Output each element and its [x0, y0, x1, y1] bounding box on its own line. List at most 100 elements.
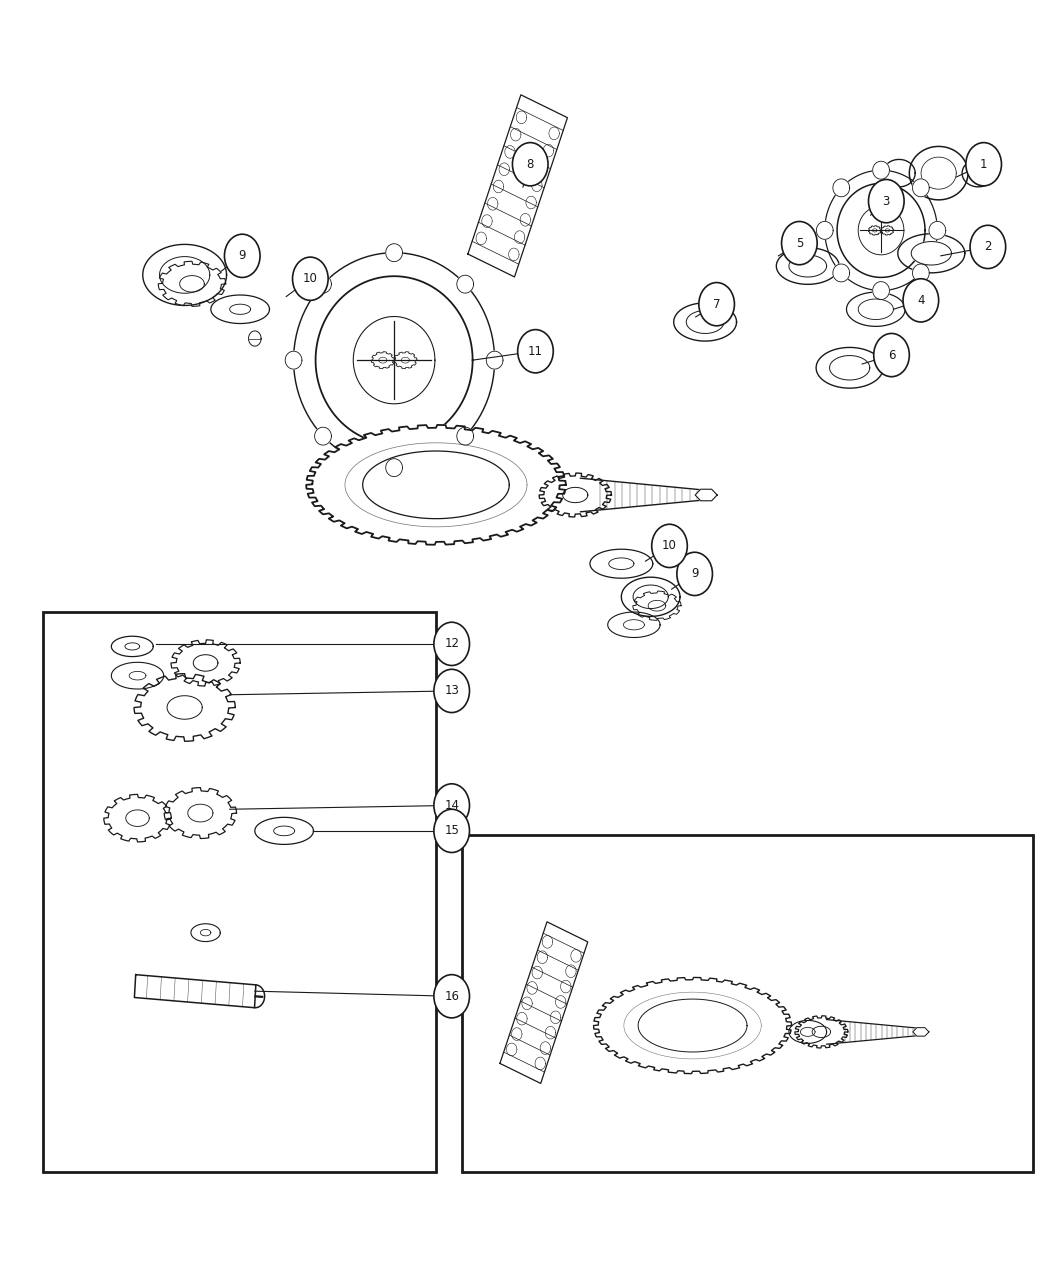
Polygon shape — [486, 351, 503, 368]
Polygon shape — [159, 261, 226, 306]
Text: 5: 5 — [796, 237, 803, 250]
Polygon shape — [837, 184, 925, 278]
Polygon shape — [909, 147, 968, 200]
Polygon shape — [315, 427, 332, 445]
Polygon shape — [590, 550, 653, 579]
Text: 8: 8 — [526, 158, 533, 171]
Circle shape — [970, 226, 1006, 269]
Circle shape — [677, 552, 713, 595]
Polygon shape — [795, 1016, 847, 1048]
Polygon shape — [622, 578, 680, 616]
Polygon shape — [912, 264, 929, 282]
Polygon shape — [873, 161, 889, 180]
Polygon shape — [833, 179, 849, 196]
Polygon shape — [307, 425, 566, 544]
Polygon shape — [164, 788, 236, 839]
Text: 2: 2 — [984, 241, 991, 254]
Polygon shape — [833, 264, 849, 282]
Text: 10: 10 — [302, 273, 318, 286]
Polygon shape — [816, 347, 883, 388]
Polygon shape — [911, 241, 951, 265]
Bar — [43, 612, 436, 1172]
Circle shape — [434, 810, 469, 853]
Polygon shape — [362, 451, 509, 519]
Polygon shape — [249, 332, 261, 346]
Polygon shape — [873, 228, 877, 232]
Polygon shape — [379, 357, 386, 363]
Polygon shape — [539, 473, 611, 516]
Polygon shape — [129, 672, 146, 680]
Polygon shape — [912, 179, 929, 196]
Polygon shape — [638, 1000, 747, 1052]
Text: 13: 13 — [444, 685, 459, 697]
Polygon shape — [385, 244, 402, 261]
Polygon shape — [143, 245, 227, 306]
Polygon shape — [881, 226, 894, 235]
Polygon shape — [812, 1026, 831, 1038]
Bar — [462, 835, 1033, 1172]
Polygon shape — [858, 300, 894, 320]
Polygon shape — [868, 226, 881, 235]
Polygon shape — [962, 159, 994, 187]
Polygon shape — [315, 275, 332, 293]
Text: 7: 7 — [713, 297, 720, 311]
Circle shape — [868, 180, 904, 223]
Text: 16: 16 — [444, 989, 459, 1002]
Text: 14: 14 — [444, 799, 459, 812]
Text: 9: 9 — [691, 567, 698, 580]
Polygon shape — [255, 817, 314, 844]
Polygon shape — [885, 228, 889, 232]
Polygon shape — [648, 601, 666, 611]
Polygon shape — [575, 478, 707, 513]
Polygon shape — [624, 620, 645, 630]
Text: 3: 3 — [883, 195, 890, 208]
Polygon shape — [457, 427, 474, 445]
Circle shape — [225, 235, 260, 278]
Polygon shape — [695, 490, 717, 501]
Circle shape — [518, 330, 553, 372]
Polygon shape — [883, 159, 916, 187]
Polygon shape — [608, 612, 660, 638]
Polygon shape — [674, 303, 736, 342]
Polygon shape — [104, 794, 171, 842]
Polygon shape — [898, 233, 965, 273]
Circle shape — [293, 258, 328, 301]
Polygon shape — [160, 256, 210, 293]
Circle shape — [434, 669, 469, 713]
Circle shape — [652, 524, 688, 567]
Polygon shape — [821, 1019, 921, 1044]
Text: 15: 15 — [444, 825, 459, 838]
Polygon shape — [830, 356, 869, 380]
Polygon shape — [230, 305, 251, 315]
Polygon shape — [817, 222, 833, 240]
Polygon shape — [457, 275, 474, 293]
Polygon shape — [394, 352, 417, 368]
Polygon shape — [316, 277, 472, 444]
Text: 11: 11 — [528, 344, 543, 358]
Polygon shape — [372, 352, 395, 368]
Polygon shape — [912, 1028, 929, 1037]
Polygon shape — [111, 636, 153, 657]
Polygon shape — [687, 311, 723, 334]
Polygon shape — [126, 810, 149, 826]
Circle shape — [434, 784, 469, 827]
Polygon shape — [633, 585, 668, 608]
Polygon shape — [111, 662, 164, 688]
Circle shape — [434, 622, 469, 666]
Polygon shape — [401, 357, 410, 363]
Polygon shape — [188, 805, 213, 822]
Polygon shape — [468, 94, 567, 277]
Polygon shape — [789, 255, 826, 277]
Polygon shape — [167, 696, 203, 719]
Circle shape — [512, 143, 548, 186]
Polygon shape — [873, 282, 889, 300]
Circle shape — [874, 334, 909, 376]
Circle shape — [434, 974, 469, 1017]
Polygon shape — [125, 643, 140, 650]
Polygon shape — [789, 1020, 826, 1043]
Text: 12: 12 — [444, 638, 459, 650]
Polygon shape — [211, 295, 270, 324]
Text: 1: 1 — [980, 158, 987, 171]
Polygon shape — [134, 673, 235, 741]
Polygon shape — [593, 978, 792, 1074]
